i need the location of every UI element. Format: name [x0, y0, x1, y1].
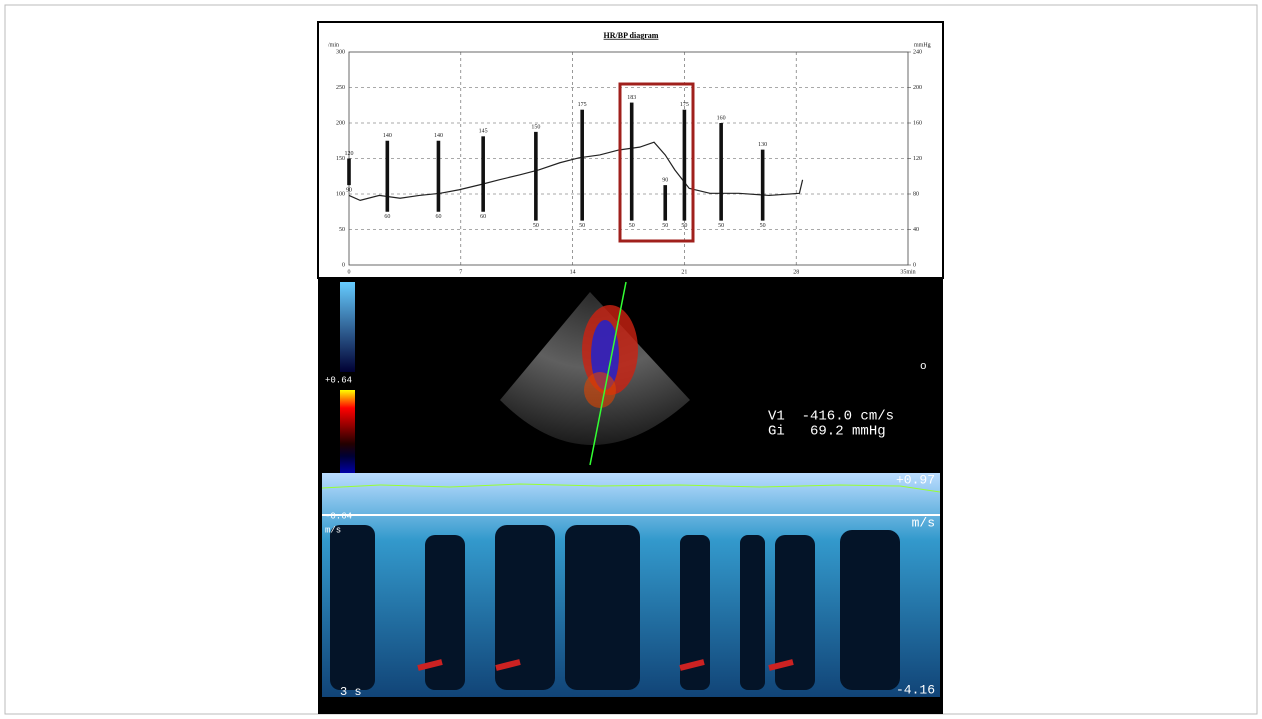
bp-label: 140 [434, 133, 443, 139]
bp-bar [436, 140, 441, 212]
min-label: -4.16 [896, 682, 935, 697]
x-tick-label: 0 [348, 269, 351, 275]
measurement: V1 -416.0 cm/s [768, 409, 894, 425]
depth-mark: o [920, 361, 927, 373]
y-tick-label: 50 [339, 227, 345, 233]
bp-label: 60 [384, 214, 390, 220]
baseline-label: +0.97 [896, 472, 935, 487]
cursor-line [589, 281, 627, 466]
bp-bar [629, 102, 634, 221]
bp-bar [682, 109, 687, 221]
highlight-box [618, 82, 695, 243]
bp-bar [481, 136, 485, 212]
bp-label: 50 [760, 223, 766, 229]
y-tick-label: 200 [336, 120, 345, 126]
bp-label: 120 [345, 151, 354, 157]
y-tick-label: 0 [342, 262, 345, 268]
bp-bar [663, 185, 668, 221]
chart-panel [317, 21, 944, 279]
chart-title: HR/BP diagram [604, 31, 659, 40]
y-tick-label: 250 [336, 85, 345, 91]
bp-label: 50 [579, 223, 585, 229]
y2-tick-label: 120 [913, 156, 922, 162]
measurement: Gi 69.2 mmHg [768, 424, 886, 440]
chart: 0 7 14 21 28 35min050100150200250300040801201… [336, 49, 922, 275]
x-tick-label: 14 [570, 269, 576, 275]
bp-label: 175 [578, 102, 587, 108]
bp-bar [760, 149, 765, 221]
unit-right: m/s [912, 515, 935, 530]
bp-label: 130 [758, 142, 767, 148]
y2-tick-label: 200 [913, 85, 922, 91]
spectral-gaps [330, 525, 900, 690]
bp-bar [534, 131, 538, 221]
y-tick-label: 100 [336, 191, 345, 197]
bp-label: 60 [480, 214, 486, 220]
bp-bar [580, 109, 584, 221]
x-tick-label: 7 [459, 269, 462, 275]
x-tick-label: 21 [681, 269, 687, 275]
bp-label: 50 [681, 223, 687, 229]
scale-top: +0.64 [325, 375, 352, 385]
scale-bottom: -0.64 [325, 511, 352, 521]
bp-label: 150 [531, 124, 540, 130]
bp-label: 90 [346, 188, 352, 194]
bp-bar [385, 140, 390, 212]
y2-axis-label: mmHg [914, 42, 931, 48]
bp-label: 140 [383, 133, 392, 139]
bp-label: 50 [662, 223, 668, 229]
x-tick-label: 28 [793, 269, 799, 275]
color-bar [340, 282, 355, 372]
x-tick-label: 35min [900, 269, 915, 275]
y2-tick-label: 0 [913, 262, 916, 268]
bp-label: 145 [479, 129, 488, 135]
y2-tick-label: 160 [913, 120, 922, 126]
bp-label: 175 [680, 102, 689, 108]
y-tick-label: 150 [336, 156, 345, 162]
bp-label: 60 [435, 214, 441, 220]
bp-label: 183 [627, 95, 636, 101]
bp-bar [719, 123, 723, 221]
y-axis-label: /min [328, 42, 339, 48]
y2-tick-label: 240 [913, 49, 922, 55]
markers [417, 659, 794, 671]
time-label: 3 s [340, 685, 362, 699]
y-tick-label: 300 [336, 49, 345, 55]
hr-line [348, 141, 804, 202]
bp-label: 50 [629, 223, 635, 229]
bp-label: 50 [718, 223, 724, 229]
bp-label: 90 [662, 178, 668, 184]
doppler-red [584, 372, 616, 408]
bp-label: 50 [533, 223, 539, 229]
y2-tick-label: 80 [913, 191, 919, 197]
y2-tick-label: 40 [913, 227, 919, 233]
unit-left: m/s [325, 525, 341, 535]
bp-bar [347, 158, 351, 186]
bp-label: 160 [717, 115, 726, 121]
trace [321, 483, 941, 493]
